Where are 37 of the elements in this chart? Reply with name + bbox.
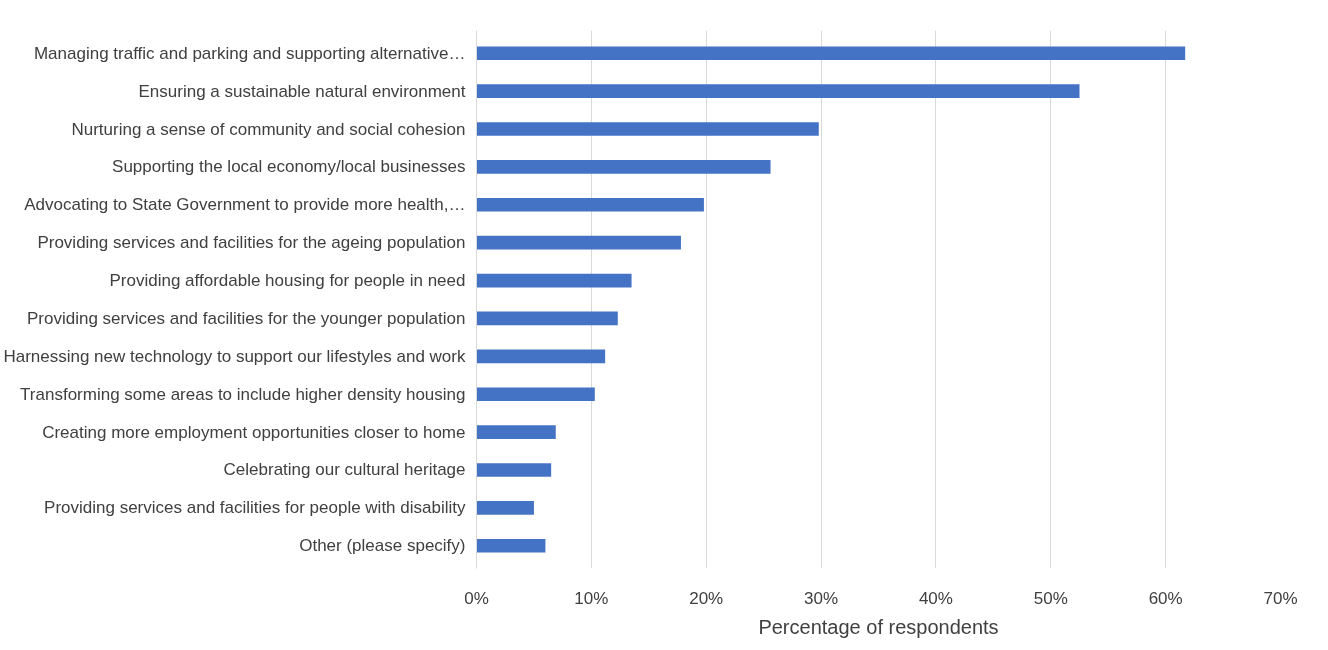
bar — [476, 160, 771, 174]
x-axis-title: Percentage of respondents — [758, 615, 999, 638]
y-tick-label: Advocating to State Government to provide more health,… — [24, 195, 466, 215]
x-tick-label: 60% — [1148, 588, 1183, 608]
bar — [476, 463, 552, 477]
y-tick-label: Celebrating our cultural heritage — [223, 460, 466, 480]
bar — [476, 197, 704, 212]
bar — [476, 84, 1080, 98]
x-tick-label: 30% — [804, 588, 839, 608]
y-tick-label: Harnessing new technology to support our lifestyles and work — [3, 346, 466, 366]
bar — [476, 349, 606, 364]
x-tick-label: 40% — [918, 588, 953, 608]
x-tick-label: 50% — [1033, 588, 1068, 608]
bar — [476, 122, 819, 136]
bar — [476, 387, 595, 402]
bar — [476, 273, 632, 288]
bar — [476, 46, 1186, 61]
y-tick-label: Providing services and facilities for the younger population — [27, 308, 466, 328]
y-tick-label: Creating more employment opportunities closer to home — [42, 422, 466, 442]
bar — [476, 501, 534, 515]
y-tick-label: Other (please specify) — [299, 536, 466, 556]
x-tick-label: 20% — [689, 588, 724, 608]
y-tick-label: Supporting the local economy/local businesses — [112, 157, 466, 177]
y-tick-label: Managing traffic and parking and supporting alternative… — [33, 43, 466, 63]
x-tick-label: 70% — [1263, 588, 1298, 608]
bar — [476, 425, 556, 439]
y-tick-label: Transforming some areas to include higher density housing — [20, 384, 466, 404]
y-tick-label: Ensuring a sustainable natural environment — [138, 81, 466, 101]
bar — [476, 538, 546, 553]
x-tick-label: 10% — [574, 588, 609, 608]
y-tick-label: Nurturing a sense of community and social cohesion — [71, 119, 466, 139]
x-tick-label: 0% — [464, 588, 489, 608]
bar — [476, 235, 681, 250]
y-tick-label: Providing affordable housing for people in need — [109, 271, 466, 291]
y-tick-label: Providing services and facilities for the ageing population — [37, 233, 466, 253]
y-tick-label: Providing services and facilities for people with disability — [44, 498, 466, 518]
bar — [476, 311, 618, 326]
